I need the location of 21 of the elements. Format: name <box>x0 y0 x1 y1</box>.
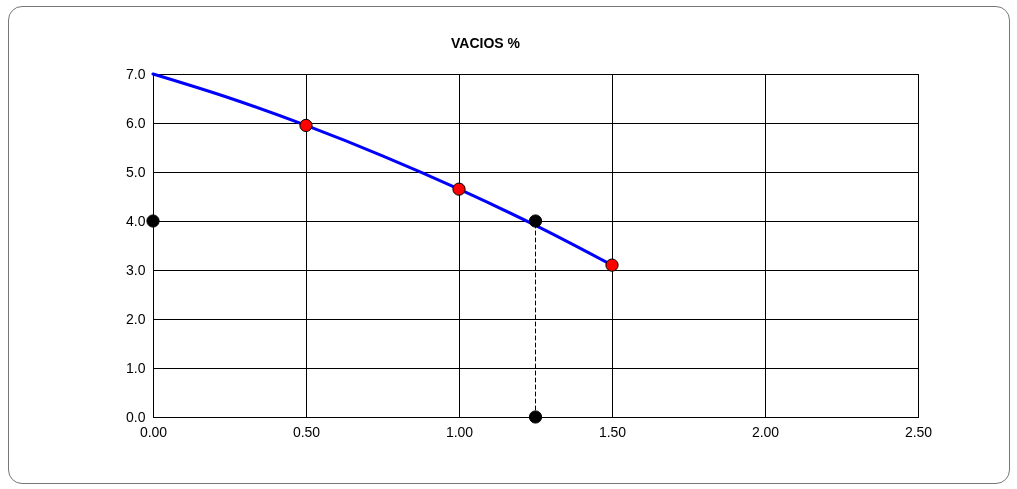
y-tick-label: 1.0 <box>126 359 146 376</box>
x-tick-label: 1.50 <box>598 423 627 440</box>
point <box>299 118 313 133</box>
y-tick-label: 2.0 <box>126 310 146 327</box>
x-tick-label: 1.00 <box>445 423 474 440</box>
y-tick-label: 0.0 <box>126 408 146 425</box>
x-tick-label: 0.00 <box>139 423 168 440</box>
chart-title: VACIOS % <box>451 35 521 51</box>
y-tick-label: 4.0 <box>126 212 146 229</box>
x-tick-label: 0.50 <box>292 423 321 440</box>
y-tick-label: 5.0 <box>126 163 146 180</box>
point <box>452 182 466 196</box>
y-tick-label: 3.0 <box>126 261 146 278</box>
y-tick-label: 7.0 <box>126 65 146 82</box>
point <box>146 214 160 228</box>
point <box>605 258 619 272</box>
point <box>528 214 543 228</box>
x-tick-label: 2.00 <box>751 423 780 440</box>
x-tick-label: 2.50 <box>904 423 933 440</box>
point <box>528 410 543 424</box>
y-tick-label: 6.0 <box>126 114 146 131</box>
